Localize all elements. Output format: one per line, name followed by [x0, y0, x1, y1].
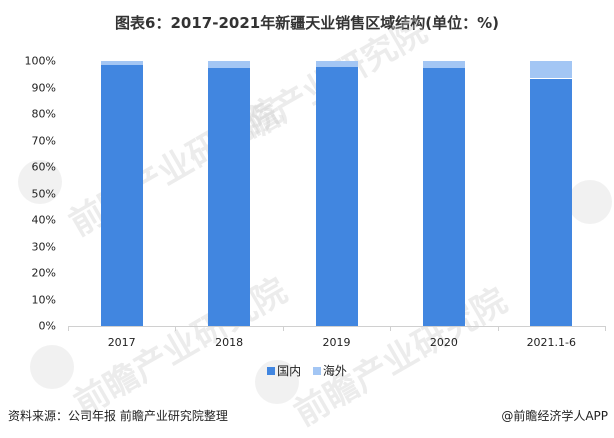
x-tick — [390, 326, 392, 331]
watermark-text: 前瞻产业研究院 — [62, 90, 289, 245]
bar-segment-overseas — [315, 61, 358, 67]
bar-2018[interactable] — [208, 61, 251, 326]
x-tick-label: 2021.1-6 — [526, 336, 577, 349]
bar-segment-domestic — [422, 67, 465, 326]
legend-label: 国内 — [277, 364, 302, 378]
legend-label: 海外 — [322, 364, 347, 378]
x-tick — [175, 326, 177, 331]
bar-segment-domestic — [530, 78, 573, 326]
x-tick-label: 2019 — [322, 336, 351, 349]
y-tick-label: 0% — [38, 319, 56, 333]
x-tick — [68, 326, 69, 331]
bar-segment-domestic — [100, 65, 143, 326]
y-tick-label: 60% — [31, 160, 56, 174]
x-tick-label: 2017 — [107, 336, 136, 349]
source-note: 资料来源：公司年报 前瞻产业研究院整理 — [8, 409, 228, 423]
y-tick-label: 10% — [31, 293, 56, 306]
x-tick-label: 2020 — [429, 336, 458, 349]
y-tick-label: 90% — [31, 81, 56, 94]
bar-2019[interactable] — [315, 61, 358, 326]
y-tick-label: 100% — [24, 54, 56, 68]
x-tick — [282, 326, 284, 331]
legend-item-domestic[interactable]: 国内 — [267, 362, 301, 379]
legend-swatch-icon — [267, 366, 276, 375]
y-tick-label: 30% — [31, 240, 56, 253]
x-tick-label: 2018 — [215, 336, 244, 349]
legend-swatch-icon — [312, 366, 321, 375]
bar-segment-overseas — [208, 61, 251, 68]
watermark-logo-icon — [568, 180, 612, 224]
y-tick-label: 20% — [31, 266, 56, 280]
legend-item-overseas[interactable]: 海外 — [312, 362, 347, 379]
bar-segment-domestic — [208, 67, 251, 326]
y-tick-label: 80% — [31, 107, 56, 121]
chart-title: 图表6：2017-2021年新疆天业销售区域结构(单位：%) — [115, 14, 499, 32]
x-tick — [605, 326, 606, 331]
bar-segment-domestic — [315, 66, 358, 326]
x-axis-line — [68, 326, 605, 327]
y-tick-label: 70% — [31, 134, 56, 147]
credit-note: @前瞻经济学人APP — [501, 409, 608, 423]
bar-2020[interactable] — [422, 61, 465, 326]
x-tick — [497, 326, 499, 331]
bar-segment-overseas — [100, 61, 143, 66]
bar-2017[interactable] — [100, 61, 143, 326]
legend: 国内 海外 — [0, 362, 614, 379]
bar-2021.1-6[interactable] — [530, 61, 573, 326]
y-tick-label: 50% — [31, 187, 56, 200]
bar-segment-overseas — [530, 61, 573, 79]
bar-segment-overseas — [422, 61, 465, 68]
y-tick-label: 40% — [31, 213, 56, 227]
